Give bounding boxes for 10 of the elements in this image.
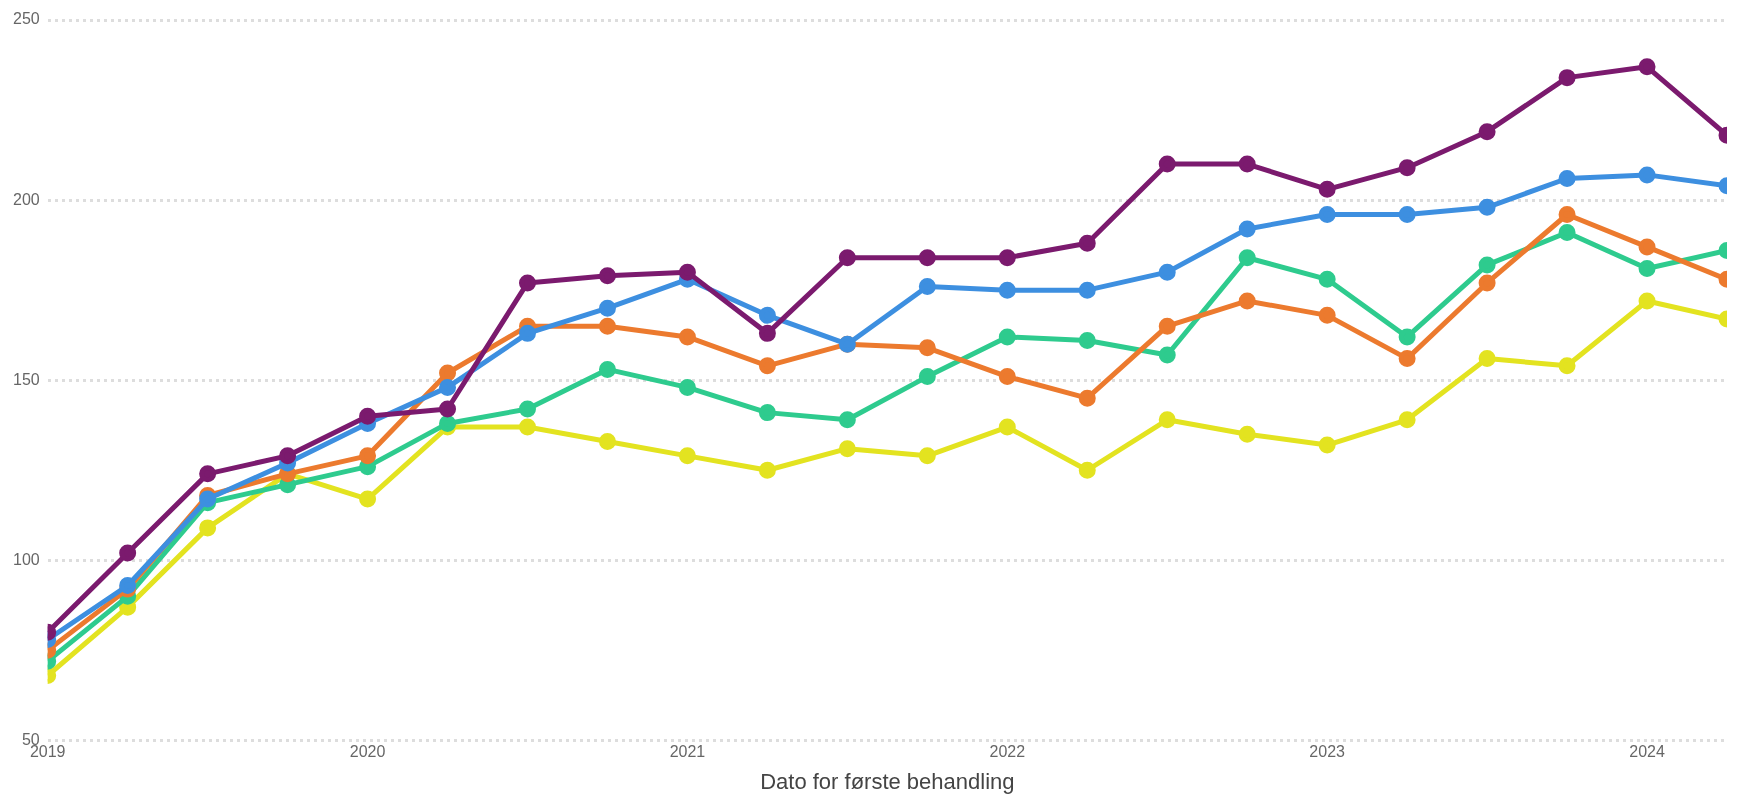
x-tick-label: 2020 xyxy=(349,743,386,761)
x-tick-label: 2022 xyxy=(989,743,1026,761)
x-axis-title: Dato for første behandling xyxy=(760,768,1015,794)
x-tick-label: 2021 xyxy=(669,743,706,761)
x-tick-label: 2023 xyxy=(1309,743,1346,761)
x-tick-label: 2024 xyxy=(1629,743,1665,761)
y-tick-label: 100 xyxy=(12,550,40,568)
y-tick-label: 200 xyxy=(12,190,40,208)
y-tick-label: 250 xyxy=(12,10,40,28)
y-tick-label: 150 xyxy=(12,370,40,388)
